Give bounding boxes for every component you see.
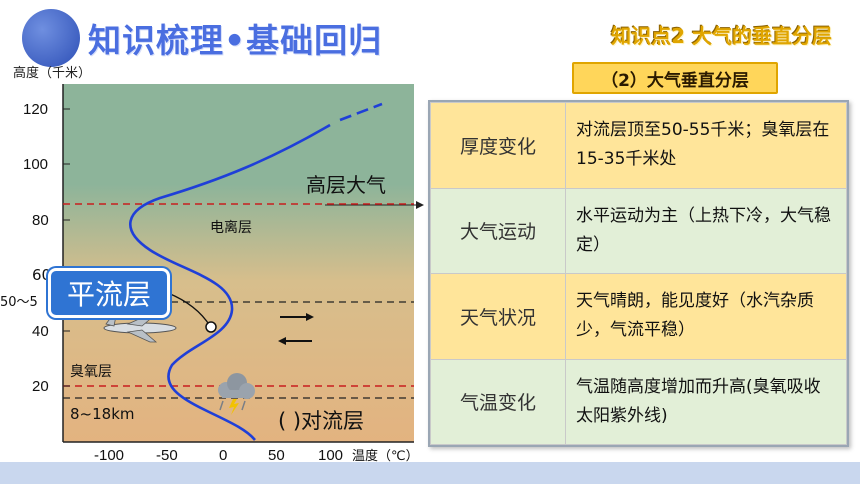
y-tick-60: 60 xyxy=(32,266,52,284)
row-label-motion: 大气运动 xyxy=(430,187,566,274)
airplane-icon xyxy=(103,313,177,343)
row-label-weather: 天气状况 xyxy=(430,273,566,360)
knowledge-point-title: 知识点2 大气的垂直分层 xyxy=(611,24,832,48)
ozone-layer-label: 臭氧层 xyxy=(70,364,112,380)
temperature-curve-dashed xyxy=(339,102,383,122)
temperature-curve xyxy=(129,123,331,441)
y-tick-120: 120 xyxy=(23,101,48,118)
y-tick-20: 20 xyxy=(32,378,49,395)
footer-bar xyxy=(0,462,860,484)
row-text-thickness: 对流层顶至50-55千米；臭氧层在15-35千米处 xyxy=(565,102,847,189)
leader-line xyxy=(167,292,211,327)
y-tick-80: 80 xyxy=(32,212,49,229)
page-title: 知识梳理•基础回归 xyxy=(88,21,383,60)
horizontal-motion-arrows-icon xyxy=(278,313,314,345)
row-text-weather: 天气晴朗，能见度好（水汽杂质少，气流平稳） xyxy=(565,273,847,360)
troposphere-height-label: 8~18km xyxy=(70,405,135,423)
x-axis-label: 温度（℃） xyxy=(352,448,419,464)
layer-feature-table: 厚度变化 对流层顶至50-55千米；臭氧层在15-35千米处 大气运动 水平运动… xyxy=(428,100,849,447)
feature-table: 厚度变化 对流层顶至50-55千米；臭氧层在15-35千米处 大气运动 水平运动… xyxy=(430,102,847,445)
x-tick-100: 100 xyxy=(318,447,343,464)
row-text-temperature: 气温随高度增加而升高(臭氧吸收太阳紫外线) xyxy=(565,358,847,445)
leader-point xyxy=(205,321,217,333)
x-tick-0: 0 xyxy=(219,447,227,464)
upper-arrow-head xyxy=(416,201,424,209)
y-tick-40: 40 xyxy=(32,323,49,340)
troposphere-label: ( )对流层 xyxy=(278,409,364,433)
y-tick-100: 100 xyxy=(23,156,48,173)
upper-atmosphere-label: 高层大气 xyxy=(306,173,386,197)
storm-cloud-icon xyxy=(218,373,255,415)
y-ticks: 120 100 80 40 20 xyxy=(23,101,70,395)
x-ticks: -100 -50 0 50 100 温度（℃） xyxy=(94,447,419,464)
x-tick-minus100: -100 xyxy=(94,447,124,464)
table-row: 气温变化 气温随高度增加而升高(臭氧吸收太阳紫外线) xyxy=(430,358,847,445)
subtitle-banner: （2）大气垂直分层 xyxy=(572,62,778,94)
table-row: 大气运动 水平运动为主（上热下冷，大气稳定） xyxy=(430,187,847,274)
row-label-thickness: 厚度变化 xyxy=(430,102,566,189)
row-label-temperature: 气温变化 xyxy=(430,358,566,445)
row-text-motion: 水平运动为主（上热下冷，大气稳定） xyxy=(565,187,847,274)
stratosphere-tag: 平流层 xyxy=(48,268,170,318)
y-axis-label: 高度（千米） xyxy=(13,66,92,81)
x-tick-50: 50 xyxy=(268,447,285,464)
stratopause-height-label: 50～5 xyxy=(0,295,38,310)
table-row: 天气状况 天气晴朗，能见度好（水汽杂质少，气流平稳） xyxy=(430,273,847,360)
x-tick-minus50: -50 xyxy=(156,447,178,464)
ionosphere-label: 电离层 xyxy=(210,219,252,236)
table-row: 厚度变化 对流层顶至50-55千米；臭氧层在15-35千米处 xyxy=(430,102,847,189)
logo-circle xyxy=(22,9,80,67)
